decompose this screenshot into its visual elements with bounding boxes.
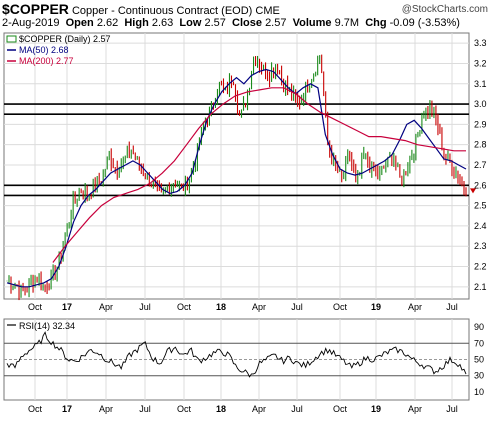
price-x-tick: Jul: [446, 302, 458, 312]
price-y-tick: 2.8: [474, 140, 487, 150]
legend-price: $COPPER (Daily) 2.57: [19, 34, 111, 44]
rsi-y-tick: 90: [474, 322, 484, 332]
rsi-x-tick: Oct: [333, 404, 348, 414]
rsi-x-tick: 19: [371, 404, 381, 414]
ma50-line: [6, 68, 467, 288]
legend-ma200: MA(200) 2.77: [19, 56, 74, 66]
stats-date: 2-Aug-2019: [2, 17, 60, 29]
price-x-tick: 18: [216, 302, 226, 312]
chg-value: -0.09 (-3.53%): [389, 17, 460, 29]
exchange: CME: [255, 5, 280, 17]
price-y-tick: 2.1: [474, 282, 487, 292]
price-y-tick: 3.2: [474, 58, 487, 68]
rsi-y-tick: 10: [474, 387, 484, 397]
open-label: Open: [65, 17, 94, 29]
price-x-tick: Apr: [252, 302, 266, 312]
high-label: High: [124, 17, 149, 29]
brand-watermark: @StockCharts.com: [401, 4, 488, 15]
price-y-tick: 2.2: [474, 262, 487, 272]
price-x-tick: Oct: [333, 302, 348, 312]
low-value: 2.57: [204, 17, 226, 29]
price-y-tick: 3.1: [474, 79, 487, 89]
instrument-name: Copper - Continuous Contract (EOD): [71, 5, 253, 17]
last-price-marker: [470, 188, 476, 194]
price-y-tick: 2.7: [474, 160, 487, 170]
price-x-tick: 17: [62, 302, 72, 312]
rsi-y-tick: 50: [474, 355, 484, 365]
price-y-tick: 2.6: [474, 180, 487, 190]
price-panel-frame: [3, 32, 470, 300]
price-y-tick: 2.3: [474, 241, 487, 251]
legend-ma50: MA(50) 2.68: [19, 45, 69, 55]
rsi-x-tick: Apr: [408, 404, 422, 414]
price-y-tick: 2.4: [474, 221, 487, 231]
close-label: Close: [232, 17, 262, 29]
low-label: Low: [179, 17, 202, 29]
ma200-line: [52, 87, 466, 263]
rsi-y-tick: 70: [474, 338, 484, 348]
high-value: 2.63: [151, 17, 174, 29]
rsi-x-tick: Jul: [139, 404, 151, 414]
rsi-x-tick: Jul: [291, 404, 303, 414]
volume-label: Volume: [292, 17, 332, 29]
rsi-line: [6, 331, 467, 378]
price-x-tick: Jul: [291, 302, 303, 312]
price-y-tick: 3.3: [474, 38, 487, 48]
rsi-x-tick: Oct: [28, 404, 43, 414]
price-stats: 2-Aug-2019 Open 2.62 High 2.63 Low 2.57 …: [2, 17, 460, 29]
legend-rsi: RSI(14) 32.34: [19, 321, 75, 331]
price-y-tick: 2.9: [474, 119, 487, 129]
price-x-tick: 19: [371, 302, 381, 312]
rsi-x-tick: Apr: [252, 404, 266, 414]
rsi-x-tick: Apr: [99, 404, 113, 414]
price-y-tick: 3.0: [474, 99, 487, 109]
price-x-tick: Oct: [177, 302, 192, 312]
rsi-y-tick: 30: [474, 371, 484, 381]
price-x-tick: Oct: [28, 302, 43, 312]
open-value: 2.62: [96, 17, 119, 29]
rsi-x-tick: 18: [216, 404, 226, 414]
rsi-x-tick: Jul: [446, 404, 458, 414]
price-x-tick: Jul: [139, 302, 151, 312]
rsi-x-tick: 17: [62, 404, 72, 414]
close-value: 2.57: [265, 17, 287, 29]
rsi-x-tick: Oct: [177, 404, 192, 414]
chart-title: $COPPER Copper - Continuous Contract (EO…: [2, 1, 280, 17]
price-x-tick: Apr: [408, 302, 422, 312]
legend-price-swatch: [6, 35, 17, 43]
price-x-tick: Apr: [99, 302, 113, 312]
symbol: $COPPER: [2, 1, 69, 17]
price-y-tick: 2.5: [474, 201, 487, 211]
chg-label: Chg: [365, 17, 387, 29]
volume-value: 9.7M: [334, 17, 360, 29]
